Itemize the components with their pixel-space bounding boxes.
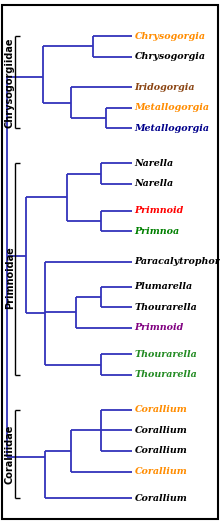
Text: Narella: Narella — [135, 179, 174, 189]
Text: Iridogorgia: Iridogorgia — [135, 83, 195, 92]
Text: Plumarella: Plumarella — [135, 282, 193, 291]
Text: Primnoid: Primnoid — [135, 323, 184, 332]
Text: Primnoa: Primnoa — [135, 227, 180, 236]
Text: Chrysogorgia: Chrysogorgia — [135, 52, 205, 61]
Text: Primnoidae: Primnoidae — [5, 246, 15, 309]
Text: Metallogorgia: Metallogorgia — [135, 124, 210, 133]
Text: Corallium: Corallium — [135, 406, 187, 414]
Text: Corallium: Corallium — [135, 446, 187, 455]
Text: Corallium: Corallium — [135, 494, 187, 503]
Text: Corallium: Corallium — [135, 426, 187, 435]
Text: Thourarella: Thourarella — [135, 370, 197, 379]
Text: Narella: Narella — [135, 159, 174, 168]
Text: Corallium: Corallium — [135, 467, 187, 476]
Text: Thourarella: Thourarella — [135, 303, 197, 312]
Text: Primnoid: Primnoid — [135, 206, 184, 215]
Text: Paracalytrophora: Paracalytrophora — [135, 257, 220, 267]
Text: Coralliidae: Coralliidae — [5, 424, 15, 484]
Text: Chrysogorgiidae: Chrysogorgiidae — [5, 37, 15, 127]
Text: Thourarella: Thourarella — [135, 350, 197, 359]
Text: Chrysogorgia: Chrysogorgia — [135, 31, 205, 40]
Text: Metallogorgia: Metallogorgia — [135, 103, 210, 113]
